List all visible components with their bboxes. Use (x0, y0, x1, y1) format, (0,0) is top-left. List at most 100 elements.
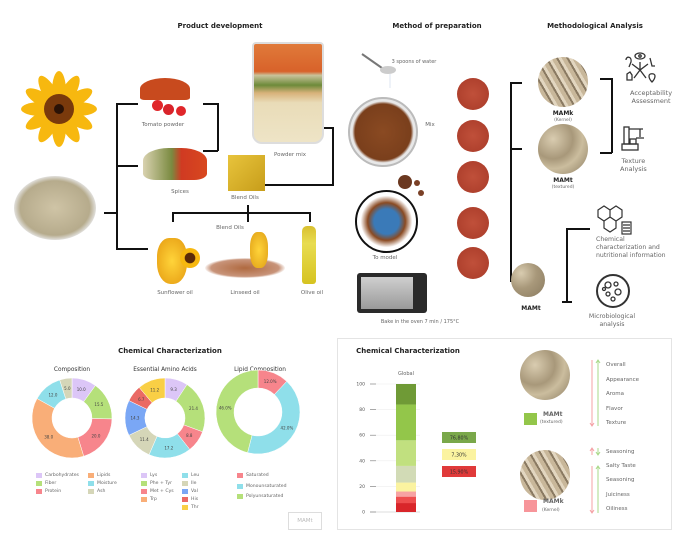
slice-value-label: 21.4 (189, 406, 198, 411)
mix-label: Mix (425, 122, 435, 128)
bar-segment (396, 503, 416, 512)
donut-slice (215, 369, 259, 453)
mamk-sensory-sub: (Kernel) (542, 508, 560, 513)
legend-item: His (182, 497, 198, 502)
legend-label: Met + Cys (150, 489, 174, 494)
mamk-kernel-image (538, 57, 588, 107)
composition-title: Composition (53, 367, 91, 373)
legend-item: Thr (182, 505, 199, 510)
legend-item: Moisture (88, 481, 117, 486)
slice-value-label: 14.3 (131, 415, 140, 420)
y-tick-label: 0 (362, 510, 365, 516)
legend-item: Lipids (88, 473, 110, 478)
connector (104, 212, 117, 214)
legend-item: Lys (141, 473, 157, 478)
legend-label: Ile (191, 481, 197, 486)
legend-label: 15,90% (450, 470, 469, 476)
sunflower-flour-bowl-image (14, 176, 96, 240)
mamt-label: MAMt (553, 177, 573, 184)
attr-overall: Overall (606, 362, 626, 368)
legend-label: Polyunsaturated (246, 494, 284, 499)
to-model-label: To model (372, 255, 398, 261)
slice-value-label: 15.5 (94, 402, 103, 407)
slice-value-label: 10.0 (77, 387, 86, 392)
legend-item: Fiber (36, 481, 56, 486)
legend-item: Ile (182, 481, 196, 486)
attr-appearance: Appearance (606, 377, 640, 383)
slice-value-label: 12.0% (264, 379, 277, 384)
legend-swatch (237, 483, 243, 489)
legend-item: Carbohydrates (36, 473, 79, 478)
donut-slice (247, 381, 301, 455)
legend-swatch (237, 473, 243, 478)
mamk-sensory-label: MAMk (543, 498, 564, 505)
spices-label: Spices (171, 189, 189, 195)
legend-swatch (442, 449, 476, 460)
mamt-sensory-label: MAMt (543, 411, 563, 418)
legend-swatch (182, 481, 188, 486)
chemical-structure-icon (597, 205, 632, 235)
legend-swatch (36, 473, 42, 478)
bar-segment (396, 465, 416, 483)
legend-item: Monounsaturated (237, 483, 287, 489)
attr-juiciness: Juiciness (606, 492, 630, 498)
legend-swatch (442, 466, 476, 477)
legend-label: Ash (97, 489, 106, 494)
patty-image (457, 207, 489, 239)
bar-segment (396, 496, 416, 504)
legend-label: Phe + Tyr (150, 481, 172, 486)
method-title: Method of preparation (392, 22, 482, 30)
donut-slice (59, 377, 73, 400)
legend-label: 76,80% (450, 436, 469, 442)
connector (116, 103, 118, 249)
bar-segment (396, 404, 416, 441)
legend-swatch (88, 473, 94, 478)
legend-item: Saturated (237, 473, 269, 478)
attr-flavor: Flavor (606, 406, 623, 412)
legend-swatch (88, 481, 94, 486)
mamt-textured-image (538, 124, 588, 174)
donut-slice (31, 398, 85, 459)
legend-label: 7,30% (451, 453, 467, 459)
patty-image (457, 247, 489, 279)
legend-swatch (182, 497, 188, 502)
y-tick-label: 100 (356, 382, 365, 388)
legend-swatch (141, 473, 147, 478)
legend-swatch (141, 497, 147, 502)
legend-swatch (182, 473, 188, 478)
slice-value-label: 8.8 (186, 433, 193, 438)
tomato-powder-label: Tomato powder (141, 122, 185, 128)
attr-salty-taste: Salty Taste (606, 463, 636, 469)
legend-swatch (442, 432, 476, 443)
y-tick-label: 20 (359, 484, 365, 490)
product-development-title: Product development (177, 22, 263, 30)
mamk-color-swatch (524, 500, 537, 512)
amino-title: Essential Amino Acids (133, 367, 197, 373)
slice-value-label: 20.0 (91, 434, 100, 439)
bar-segment (396, 440, 416, 466)
slice-value-label: 9.3 (170, 387, 177, 392)
sensory-arrows (589, 359, 601, 514)
connector (116, 103, 138, 105)
to-model-image (355, 190, 418, 253)
chem-right-panel (337, 338, 672, 530)
legend-label: Val (191, 489, 198, 494)
mamk-sub-label: (Kernel) (554, 118, 572, 123)
water-label: 3 spoons of water (391, 59, 437, 65)
olive-oil-image (302, 226, 316, 284)
legend-item: Leu (182, 473, 199, 478)
connector (116, 165, 138, 167)
sunflower-image (21, 71, 97, 147)
legend-item: Ash (88, 489, 105, 494)
attr-oiliness: Oiliness (606, 506, 628, 512)
bake-label: Bake in the oven 7 min / 175°C (380, 319, 460, 325)
legend-swatch (237, 494, 243, 499)
legend-label: Leu (191, 473, 200, 478)
slice-value-label: 38.0 (44, 434, 53, 439)
legend-label: Lipids (97, 473, 111, 478)
legend-label: Protein (45, 489, 62, 494)
microbiological-analysis-label: Microbiological analysis (588, 313, 636, 328)
texture-analyzer-icon (621, 126, 644, 151)
legend-swatch (182, 489, 188, 494)
donut-charts: 10.0 15.5 20.0 38.0 12.0 5.0 9.3 21.4 8.8 17.2 11.… (31, 369, 301, 459)
